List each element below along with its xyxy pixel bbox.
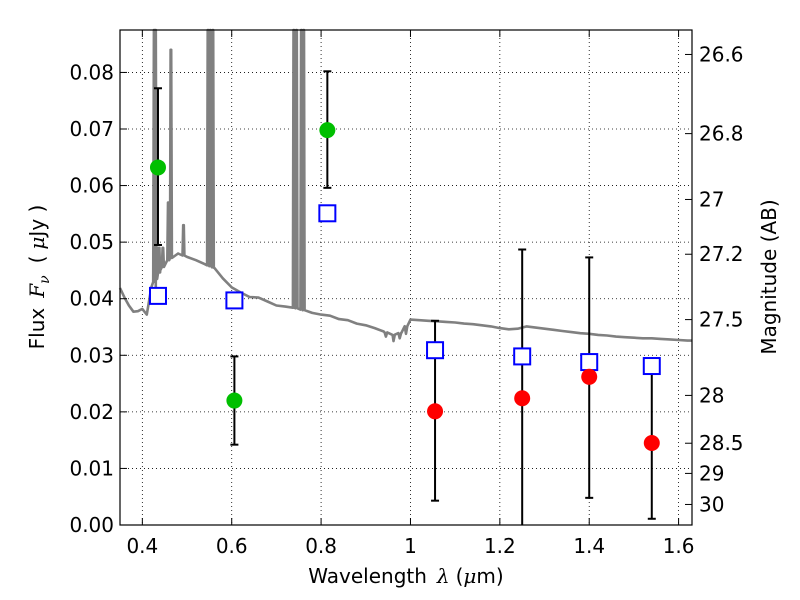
right-tick-label: 27.5 xyxy=(699,308,744,332)
right-axis-label: Magnitude (AB) xyxy=(757,199,781,354)
y-tick-label: 0.00 xyxy=(69,513,114,537)
right-tick-label: 27 xyxy=(699,187,724,211)
x-tick-label: 0.6 xyxy=(216,534,248,558)
model-square-marker xyxy=(580,353,599,372)
x-tick-label: 1.4 xyxy=(573,534,605,558)
y-tick-label: 0.07 xyxy=(69,117,114,141)
spectrum-line xyxy=(118,28,692,343)
y-tick-label: 0.08 xyxy=(69,60,114,84)
y-tick-label: 0.02 xyxy=(69,400,114,424)
y-axis-label: FluxFν(μJy ) xyxy=(25,205,53,350)
observed-point-red xyxy=(643,434,660,451)
right-tick-label: 28 xyxy=(699,383,724,407)
right-axis-ticks: 26.6 26.8 27 27.2 27.5 28 28.5 29 30 xyxy=(685,42,744,516)
model-square-marker xyxy=(318,204,337,223)
right-tick-label: 29 xyxy=(699,461,724,485)
y-tick-label: 0.03 xyxy=(69,343,114,367)
observed-point-red xyxy=(427,403,444,420)
x-tick-label: 1.6 xyxy=(663,534,695,558)
observed-point-red xyxy=(581,368,598,385)
model-square-marker xyxy=(148,286,167,305)
right-tick-label: 26.8 xyxy=(699,122,744,146)
model-photometry-markers xyxy=(148,204,661,376)
observed-point-green xyxy=(149,159,166,176)
observed-photometry-markers xyxy=(149,122,660,451)
observed-point-green xyxy=(319,122,336,139)
observed-point-red xyxy=(514,390,531,407)
model-square-marker xyxy=(513,347,532,366)
x-tick-label: 0.8 xyxy=(305,534,337,558)
observed-point-green xyxy=(226,392,243,409)
x-axis-label: Wavelength λ (μm) xyxy=(308,564,503,588)
y-tick-label: 0.01 xyxy=(69,456,114,480)
right-tick-label: 26.6 xyxy=(699,42,744,66)
model-spectrum xyxy=(118,28,692,343)
model-square-marker xyxy=(225,291,244,310)
right-tick-label: 28.5 xyxy=(699,431,744,455)
plot-frame xyxy=(119,29,693,526)
model-square-marker xyxy=(426,341,445,360)
y-tick-label: 0.05 xyxy=(69,230,114,254)
right-tick-label: 27.2 xyxy=(699,242,744,266)
x-tick-label: 1 xyxy=(404,534,417,558)
right-tick-label: 30 xyxy=(699,492,724,516)
y-tick-label: 0.06 xyxy=(69,174,114,198)
grid xyxy=(120,30,692,526)
x-tick-label: 1.2 xyxy=(484,534,516,558)
model-square-marker xyxy=(642,357,661,376)
x-axis-ticks: 0.4 0.6 0.8 1 1.2 1.4 1.6 xyxy=(126,30,695,558)
y-tick-label: 0.04 xyxy=(69,287,114,311)
y-axis-ticks: 0.00 0.01 0.02 0.03 0.04 0.05 0.06 0.07 0.08 xyxy=(69,60,127,537)
x-tick-label: 0.4 xyxy=(126,534,158,558)
